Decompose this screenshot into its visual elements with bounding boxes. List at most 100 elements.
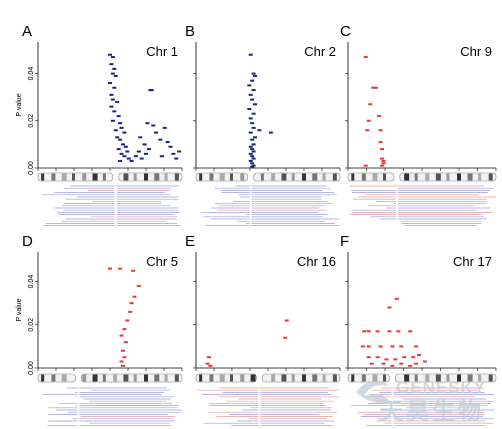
data-point [250, 165, 255, 168]
chromosome-band [302, 173, 306, 181]
data-point [402, 356, 407, 359]
data-point [113, 129, 118, 132]
data-point [109, 63, 114, 66]
data-point [371, 86, 376, 89]
chromosome-band [113, 374, 118, 382]
chromosome-band [446, 374, 450, 382]
panel-f: F Chr 17 [340, 233, 497, 429]
data-point [384, 358, 389, 361]
chromosome-band [291, 173, 295, 181]
data-point [380, 164, 385, 167]
data-point [139, 157, 144, 160]
data-point [374, 86, 379, 89]
data-point [248, 53, 253, 56]
chromosome-band [199, 374, 203, 382]
watermark-latin-text: GENESKY [396, 378, 486, 397]
chromosome-band [383, 173, 386, 181]
chromosome-band [271, 374, 276, 382]
chromosome-band [174, 173, 179, 181]
data-point [251, 72, 256, 75]
data-point [390, 345, 395, 348]
data-point [144, 152, 148, 155]
data-point [151, 124, 156, 127]
data-point [125, 319, 130, 322]
data-point [396, 330, 401, 333]
chromosome-band [361, 374, 366, 382]
data-point [125, 150, 130, 153]
chromosome-band [72, 173, 75, 181]
data-point [408, 330, 413, 333]
panel-label: D [22, 233, 33, 250]
data-point [115, 136, 120, 139]
data-point [119, 360, 124, 363]
chromosome-p-arm [347, 172, 395, 182]
data-point [390, 364, 395, 367]
data-point [118, 138, 123, 141]
data-point [120, 364, 125, 367]
data-point [381, 362, 386, 365]
chromosome-band [457, 173, 461, 181]
data-point [248, 93, 253, 96]
chromosome-p-arm [195, 373, 257, 383]
panel-label: F [340, 233, 349, 250]
chromosome-band [322, 173, 326, 181]
data-point [363, 56, 368, 59]
panel-c: C Chr 9 [340, 23, 497, 228]
chromosome-band [133, 173, 137, 181]
data-point [380, 157, 385, 160]
chromosome-band [92, 374, 98, 382]
chart-title: Chr 9 [460, 44, 492, 59]
data-point [129, 302, 134, 305]
data-point [118, 122, 123, 125]
y-axis-label: P value [16, 93, 23, 116]
data-point [158, 138, 163, 141]
data-point [118, 159, 123, 162]
data-point [378, 345, 383, 348]
data-point [399, 345, 404, 348]
chromosome-band [209, 173, 214, 181]
data-point [122, 328, 127, 331]
chromosome-p-arm [347, 373, 390, 383]
data-point [128, 310, 133, 313]
data-point [250, 79, 255, 82]
chromosome-band [230, 173, 233, 181]
panel-a: A 0.00 0.02 0.04 P value Chr 1 [16, 23, 183, 228]
chromosome-band [123, 173, 129, 181]
data-point [422, 360, 427, 363]
data-point [368, 103, 373, 106]
data-point [257, 129, 262, 132]
chart-title: Chr 17 [453, 254, 492, 269]
y-tick-label: 0.00 [28, 361, 35, 375]
data-point [250, 122, 255, 125]
data-point [360, 345, 365, 348]
data-point [414, 362, 419, 365]
chromosome-band [372, 374, 378, 382]
data-point [119, 334, 124, 337]
data-point [380, 148, 385, 151]
data-point [381, 159, 386, 162]
data-point [250, 155, 255, 158]
chromosome-band [281, 374, 287, 382]
data-point [248, 131, 253, 134]
chromosome-band [164, 374, 168, 382]
y-tick-label: 0.00 [28, 161, 35, 175]
data-point [138, 136, 143, 139]
data-point [119, 126, 124, 129]
y-tick-label: 0.04 [28, 275, 35, 289]
data-point [251, 164, 256, 167]
chromosome-q-arm [253, 172, 341, 182]
chromosome-band [478, 374, 482, 382]
data-point [369, 362, 374, 365]
data-point [251, 112, 256, 115]
chromosome-band [312, 173, 318, 181]
swirl-logo-icon [356, 381, 390, 403]
data-point [387, 330, 392, 333]
data-point [205, 362, 210, 365]
data-point [108, 267, 112, 270]
chromosome-band [361, 173, 366, 181]
chromosome-band [435, 374, 441, 382]
chromosome-band [312, 374, 318, 382]
data-point [394, 297, 399, 300]
data-point [108, 82, 112, 85]
